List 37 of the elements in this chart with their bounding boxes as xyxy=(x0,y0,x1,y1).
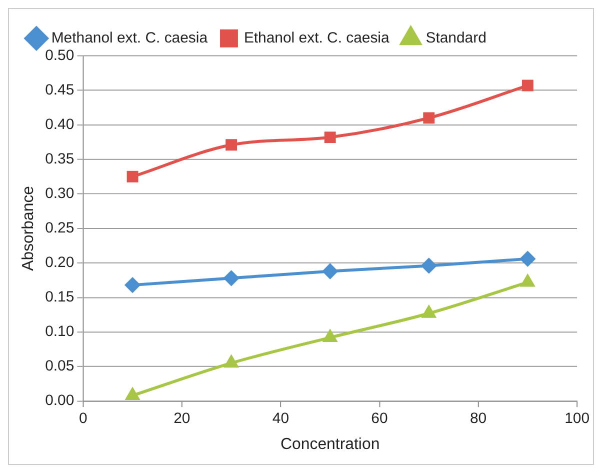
point xyxy=(423,112,435,124)
y-tick-label: 0.45 xyxy=(45,81,74,98)
y-tick-label: 0.10 xyxy=(45,323,74,340)
point xyxy=(422,306,436,318)
point xyxy=(324,132,336,143)
point xyxy=(226,139,238,151)
y-tick-label: 0.00 xyxy=(45,392,74,410)
point xyxy=(125,278,140,293)
point xyxy=(322,264,338,279)
legend-label: Ethanol ext. C. caesia xyxy=(244,30,390,46)
y-tick-label: 0.35 xyxy=(45,150,74,168)
x-tick-label: 20 xyxy=(174,410,190,428)
x-tick-label: 0 xyxy=(78,410,88,428)
point xyxy=(224,270,239,286)
point xyxy=(520,274,534,287)
point xyxy=(522,80,534,92)
point xyxy=(421,258,436,274)
y-tick-label: 0.25 xyxy=(45,220,74,237)
y-tick-label: 0.50 xyxy=(45,46,74,64)
point xyxy=(520,251,536,266)
point xyxy=(126,170,138,182)
x-tick-label: 40 xyxy=(272,410,290,428)
y-axis-title: Absorbance xyxy=(20,186,37,271)
point xyxy=(224,356,238,368)
y-tick-label: 0.05 xyxy=(45,358,74,375)
legend-label: Methanol ext. C. caesia xyxy=(51,30,208,46)
x-axis-title: Concentration xyxy=(280,436,380,453)
x-tick-label: 60 xyxy=(371,410,388,428)
x-tick-label: 100 xyxy=(564,410,590,428)
point xyxy=(323,330,337,342)
y-tick-label: 0.20 xyxy=(45,254,74,272)
y-tick-label: 0.15 xyxy=(45,288,74,306)
x-tick-label: 80 xyxy=(470,410,487,428)
legend-label: Standard xyxy=(426,30,486,46)
y-tick-label: 0.30 xyxy=(45,185,74,202)
y-tick-label: 0.40 xyxy=(45,116,74,133)
point xyxy=(126,388,140,400)
